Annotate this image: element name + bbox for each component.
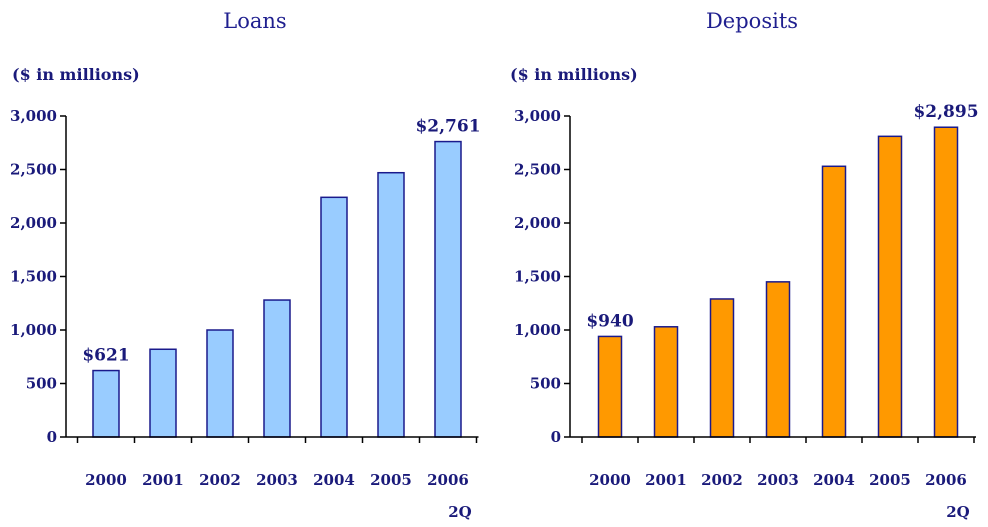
x-tick-label: 2000	[85, 471, 127, 489]
bar-2005	[377, 171, 405, 438]
x-tick-label: 2002	[701, 471, 743, 489]
bar-2000	[92, 369, 120, 438]
x-tick-label: 2002	[199, 471, 241, 489]
y-tick-label: 3,000	[10, 107, 57, 125]
x-tick-label: 2005	[370, 471, 412, 489]
bar-2003	[263, 299, 291, 438]
x-tick-sublabel: 2Q	[946, 503, 970, 521]
data-label-2000: $940	[586, 311, 633, 331]
x-tick-label: 2006	[925, 471, 967, 489]
x-tick-label: 2004	[313, 471, 355, 489]
y-tick-label: 1,000	[10, 321, 57, 339]
y-tick-label: 500	[530, 375, 561, 393]
bar-2004	[320, 196, 348, 438]
x-tick-label: 2004	[813, 471, 855, 489]
bar-2002	[709, 298, 735, 438]
x-tick-label: 2003	[256, 471, 298, 489]
y-tick-label: 1,000	[514, 321, 561, 339]
bar-2005	[877, 135, 903, 438]
bar-2000	[597, 335, 623, 438]
bar-2003	[765, 281, 791, 438]
y-tick-label: 1,500	[514, 268, 561, 286]
x-tick-label: 2006	[427, 471, 469, 489]
unit-label: ($ in millions)	[12, 65, 140, 84]
y-tick-label: 2,500	[514, 161, 561, 179]
bar-2001	[149, 348, 177, 438]
bar-2001	[653, 326, 679, 438]
data-label-2006: $2,761	[415, 117, 480, 137]
y-tick-label: 3,000	[514, 107, 561, 125]
y-tick-label: 1,500	[10, 268, 57, 286]
x-tick-label: 2005	[869, 471, 911, 489]
chart-title: Deposits	[706, 9, 798, 33]
x-tick-label: 2000	[589, 471, 631, 489]
x-tick-label: 2003	[757, 471, 799, 489]
loans-chart: Loans ($ in millions) $621 $2,761 0 500 1,00…	[10, 9, 481, 521]
chart-title: Loans	[223, 9, 286, 33]
y-tick-label: 0	[551, 428, 561, 446]
deposits-chart: Deposits ($ in millions) $940 $2,895 0 500 1…	[510, 9, 979, 521]
data-label-2006: $2,895	[913, 102, 978, 122]
bar-2006	[933, 126, 959, 438]
data-label-2000: $621	[82, 346, 129, 366]
x-tick-sublabel: 2Q	[448, 503, 472, 521]
x-tick-label: 2001	[645, 471, 687, 489]
x-tick-label: 2001	[142, 471, 184, 489]
bar-2006	[434, 140, 462, 438]
y-tick-label: 2,500	[10, 161, 57, 179]
y-tick-label: 0	[47, 428, 57, 446]
y-tick-label: 500	[26, 375, 57, 393]
bar-2002	[206, 329, 234, 438]
y-tick-label: 2,000	[10, 214, 57, 232]
y-tick-label: 2,000	[514, 214, 561, 232]
bar-2004	[821, 165, 847, 438]
unit-label: ($ in millions)	[510, 65, 638, 84]
